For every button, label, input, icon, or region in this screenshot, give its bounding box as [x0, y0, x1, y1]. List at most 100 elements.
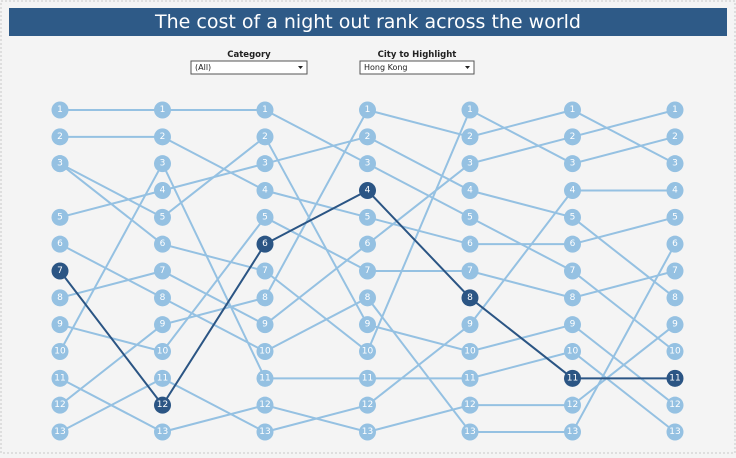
rank-marker: [256, 316, 274, 334]
rank-label: 10: [669, 347, 681, 357]
rank-label: 1: [570, 105, 576, 115]
rank-label: 9: [570, 320, 576, 330]
rank-label: 3: [570, 159, 576, 169]
series-markers: 1 1 1 3 5 7 10: [51, 101, 684, 360]
rank-label: 1: [365, 105, 371, 115]
rank-marker: [51, 155, 69, 173]
dropdown[interactable]: [359, 60, 475, 75]
filter-label: City to Highlight: [378, 50, 457, 60]
series-markers: 9 10 5 7 7 8 7: [51, 208, 684, 360]
rank-marker: [359, 262, 376, 280]
series-markers: 10 3 11 11 11 10 13: [51, 155, 684, 441]
rank-marker: [666, 316, 684, 334]
rank-marker: [666, 423, 684, 441]
rank-label: 7: [160, 266, 166, 276]
rank-marker: [359, 343, 376, 360]
rank-label: 12: [54, 400, 65, 410]
rank-label: 2: [672, 132, 678, 142]
rank-label: 5: [57, 212, 63, 222]
bump-chart: 1113571022456653529109123671013254324586…: [51, 101, 684, 441]
rank-label: 5: [160, 212, 166, 222]
rank-marker: [461, 369, 479, 387]
rank-label: 3: [365, 159, 371, 169]
rank-marker: [154, 101, 171, 119]
rank-label: 1: [262, 105, 268, 115]
rank-marker: [461, 289, 479, 307]
rank-label: 8: [57, 293, 63, 303]
rank-label: 7: [57, 266, 63, 276]
series-markers: 8 7 9 6 3 2 1: [51, 101, 684, 334]
rank-label: 3: [57, 159, 63, 169]
rank-marker: [359, 316, 376, 334]
rank-marker: [154, 423, 171, 441]
rank-marker: [461, 101, 479, 119]
rank-marker: [51, 101, 69, 119]
rank-marker: [51, 289, 69, 307]
rank-marker: [564, 289, 581, 307]
rank-marker: [154, 235, 171, 253]
rank-label: 4: [160, 186, 166, 196]
rank-label: 13: [567, 427, 578, 437]
rank-marker: [461, 208, 479, 226]
dropdown-arrow: [298, 66, 303, 69]
rank-label: 10: [259, 347, 271, 357]
rank-label: 11: [362, 373, 373, 383]
rank-label: 6: [262, 239, 268, 249]
rank-marker: [256, 128, 274, 146]
rank-label: 6: [467, 239, 473, 249]
rank-marker: [359, 101, 376, 119]
rank-label: 7: [467, 266, 473, 276]
rank-label: 8: [365, 293, 371, 303]
rank-marker: [256, 423, 274, 441]
rank-label: 12: [464, 400, 475, 410]
dropdown-arrow: [465, 66, 470, 69]
rank-label: 9: [365, 320, 371, 330]
rank-marker: [461, 182, 479, 199]
rank-label: 6: [365, 239, 371, 249]
rank-label: 13: [259, 427, 270, 437]
rank-label: 5: [672, 212, 678, 222]
rank-marker: [461, 235, 479, 253]
rank-label: 5: [262, 212, 268, 222]
rank-marker: [256, 343, 274, 360]
title: The cost of a night out rank across the …: [154, 11, 581, 33]
rank-label: 10: [362, 347, 374, 357]
rank-label: 2: [467, 132, 473, 142]
rank-label: 8: [160, 293, 166, 303]
rank-label: 8: [672, 293, 678, 303]
rank-marker: [359, 396, 376, 414]
rank-marker: [564, 101, 581, 119]
rank-marker: [154, 208, 171, 226]
rank-label: 4: [672, 186, 678, 196]
rank-marker: [666, 262, 684, 280]
rank-label: 6: [160, 239, 166, 249]
series-markers: 13 11 13 12 9 4 4: [51, 182, 684, 441]
rank-marker: [564, 343, 581, 360]
rank-label: 3: [672, 159, 678, 169]
rank-label: 3: [467, 159, 473, 169]
rank-marker: [51, 235, 69, 253]
rank-label: 9: [262, 320, 268, 330]
rank-label: 12: [669, 400, 680, 410]
dropdown-value[interactable]: Hong Kong: [364, 63, 408, 72]
rank-marker: [154, 343, 171, 360]
rank-marker: [666, 235, 684, 253]
rank-label: 13: [54, 427, 65, 437]
rank-marker: [256, 289, 274, 307]
rank-label: 11: [464, 373, 475, 383]
rank-marker: [359, 235, 376, 253]
dropdown-value[interactable]: (All): [195, 63, 211, 72]
rank-label: 7: [672, 266, 678, 276]
rank-label: 6: [672, 239, 678, 249]
rank-marker: [461, 316, 479, 334]
dropdown[interactable]: [190, 60, 308, 75]
rank-marker: [564, 155, 581, 173]
rank-label: 7: [365, 266, 371, 276]
rank-marker: [461, 343, 479, 360]
rank-label: 3: [160, 159, 166, 169]
rank-marker: [51, 208, 69, 226]
rank-label: 1: [57, 105, 63, 115]
